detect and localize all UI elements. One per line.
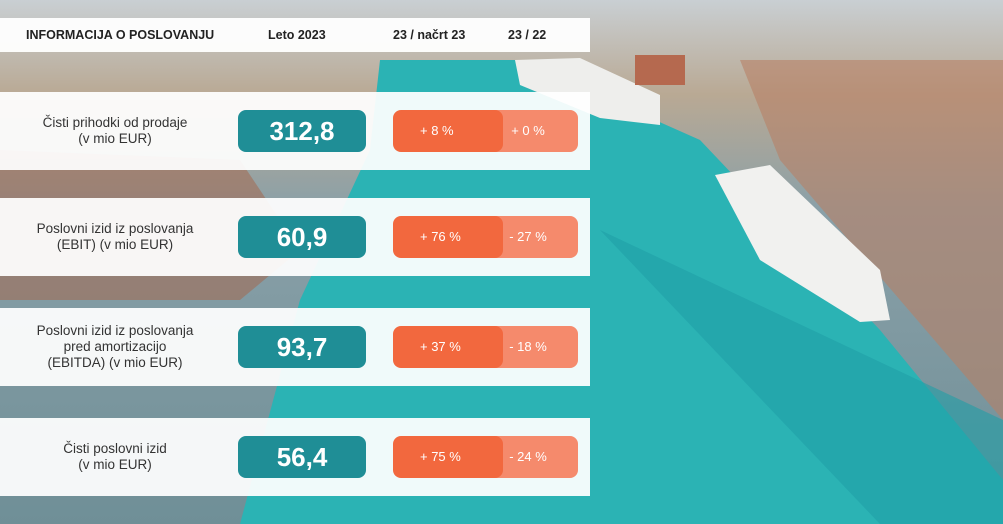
change-plan: + 8 % (393, 110, 503, 152)
kpi-label: Čisti poslovni izid (v mio EUR) (10, 441, 220, 473)
building (635, 55, 685, 85)
sea-shade (600, 230, 1003, 524)
label-line: Poslovni izid iz poslovanja (36, 323, 194, 338)
label-line: Čisti poslovni izid (63, 441, 167, 456)
ship (515, 58, 660, 125)
kpi-value: 93,7 (238, 326, 366, 368)
label-line: Poslovni izid iz poslovanja (36, 221, 194, 236)
kpi-row: Poslovni izid iz poslovanja (EBIT) (v mio… (0, 198, 590, 276)
kpi-row: Čisti prihodki od prodaje (v mio EUR) 312,… (0, 92, 590, 170)
ship (715, 165, 890, 322)
city (740, 60, 1003, 420)
kpi-label: Poslovni izid iz poslovanja (EBIT) (v mio… (10, 221, 220, 253)
label-line: (EBITDA) (v mio EUR) (47, 355, 183, 370)
kpi-row: Čisti poslovni izid (v mio EUR) 56,4- 24 %… (0, 418, 590, 496)
label-line: (v mio EUR) (78, 457, 152, 472)
kpi-value: 56,4 (238, 436, 366, 478)
kpi-row: Poslovni izid iz poslovanja pred amortiza… (0, 308, 590, 386)
label-line: (v mio EUR) (78, 131, 152, 146)
label-line: pred amortizacijo (63, 339, 167, 354)
kpi-value: 60,9 (238, 216, 366, 258)
kpi-value: 312,8 (238, 110, 366, 152)
header-band (0, 18, 590, 52)
change-plan: + 75 % (393, 436, 503, 478)
header-plan: 23 / načrt 23 (393, 28, 466, 42)
change-plan: + 37 % (393, 326, 503, 368)
header-title: INFORMACIJA O POSLOVANJU (26, 28, 215, 42)
label-line: Čisti prihodki od prodaje (42, 115, 188, 130)
kpi-label: Poslovni izid iz poslovanja pred amortiza… (10, 323, 220, 371)
header-prev: 23 / 22 (508, 28, 547, 42)
kpi-label: Čisti prihodki od prodaje (v mio EUR) (10, 115, 220, 147)
header-year: Leto 2023 (268, 28, 326, 42)
label-line: (EBIT) (v mio EUR) (56, 237, 174, 252)
change-plan: + 76 % (393, 216, 503, 258)
